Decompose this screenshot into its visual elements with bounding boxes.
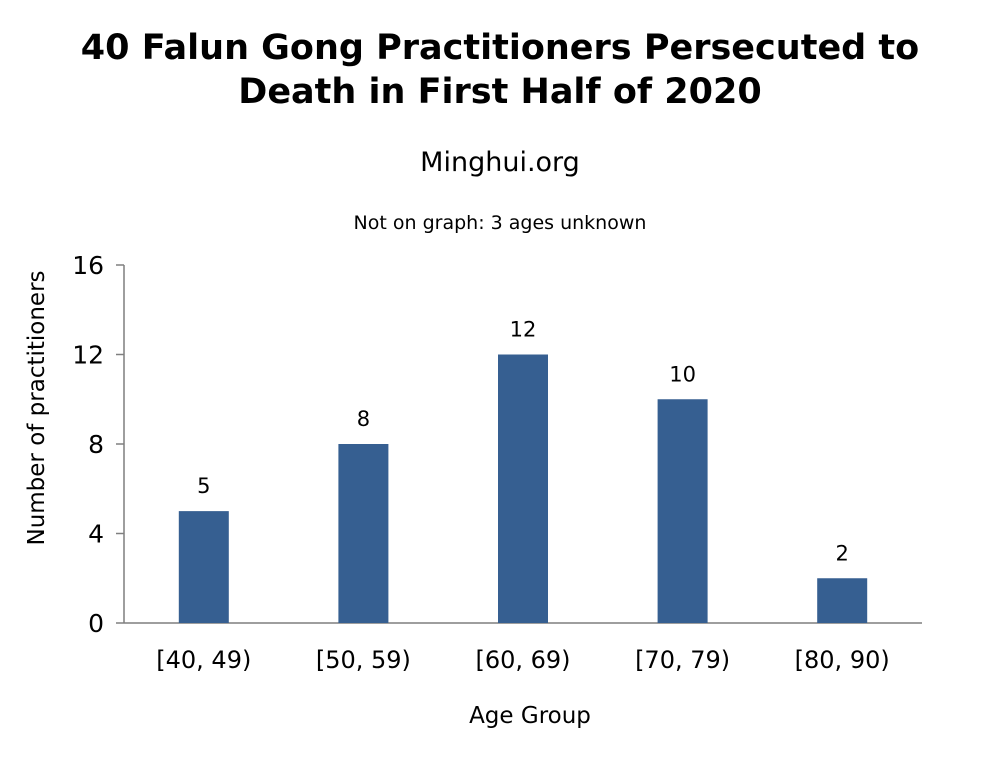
y-tick-label: 12 [72,341,104,370]
bar-value-label: 2 [836,541,849,565]
y-axis-ticks: 0 4 8 12 16 [72,251,124,638]
y-tick-label: 0 [88,609,104,638]
y-tick-label: 16 [72,251,104,280]
y-axis-label: Number of practitioners [24,270,50,545]
x-axis-tick-labels: [40, 49) [50, 59) [60, 69) [70, 79) [80, 90) [156,646,889,674]
bar-value-label: 10 [669,362,696,386]
bar [498,354,548,623]
chart-title-line-1: 40 Falun Gong Practitioners Persecuted t… [80,28,920,68]
x-tick-label: [70, 79) [635,646,730,674]
y-tick-label: 8 [88,430,104,459]
bar-value-label: 8 [357,407,370,431]
bar [178,511,229,623]
x-tick-label: [80, 90) [795,646,890,674]
chart-annotation: Not on graph: 3 ages unknown [353,212,647,234]
chart-title: 40 Falun Gong Practitioners Persecuted t… [0,26,1000,114]
bar [338,444,389,623]
chart-subtitle: Minghui.org [420,147,580,178]
bars: 5 8 12 10 2 [178,318,868,623]
x-tick-label: [40, 49) [156,646,251,674]
bar-value-label: 5 [197,474,210,498]
x-tick-label: [50, 59) [316,646,411,674]
bar-value-label: 12 [510,318,537,342]
chart-title-line-2: Death in First Half of 2020 [238,72,762,112]
bar [817,578,868,623]
bar [657,399,708,623]
x-axis-label: Age Group [469,703,591,729]
y-tick-label: 4 [88,520,104,549]
x-tick-label: [60, 69) [475,646,570,674]
